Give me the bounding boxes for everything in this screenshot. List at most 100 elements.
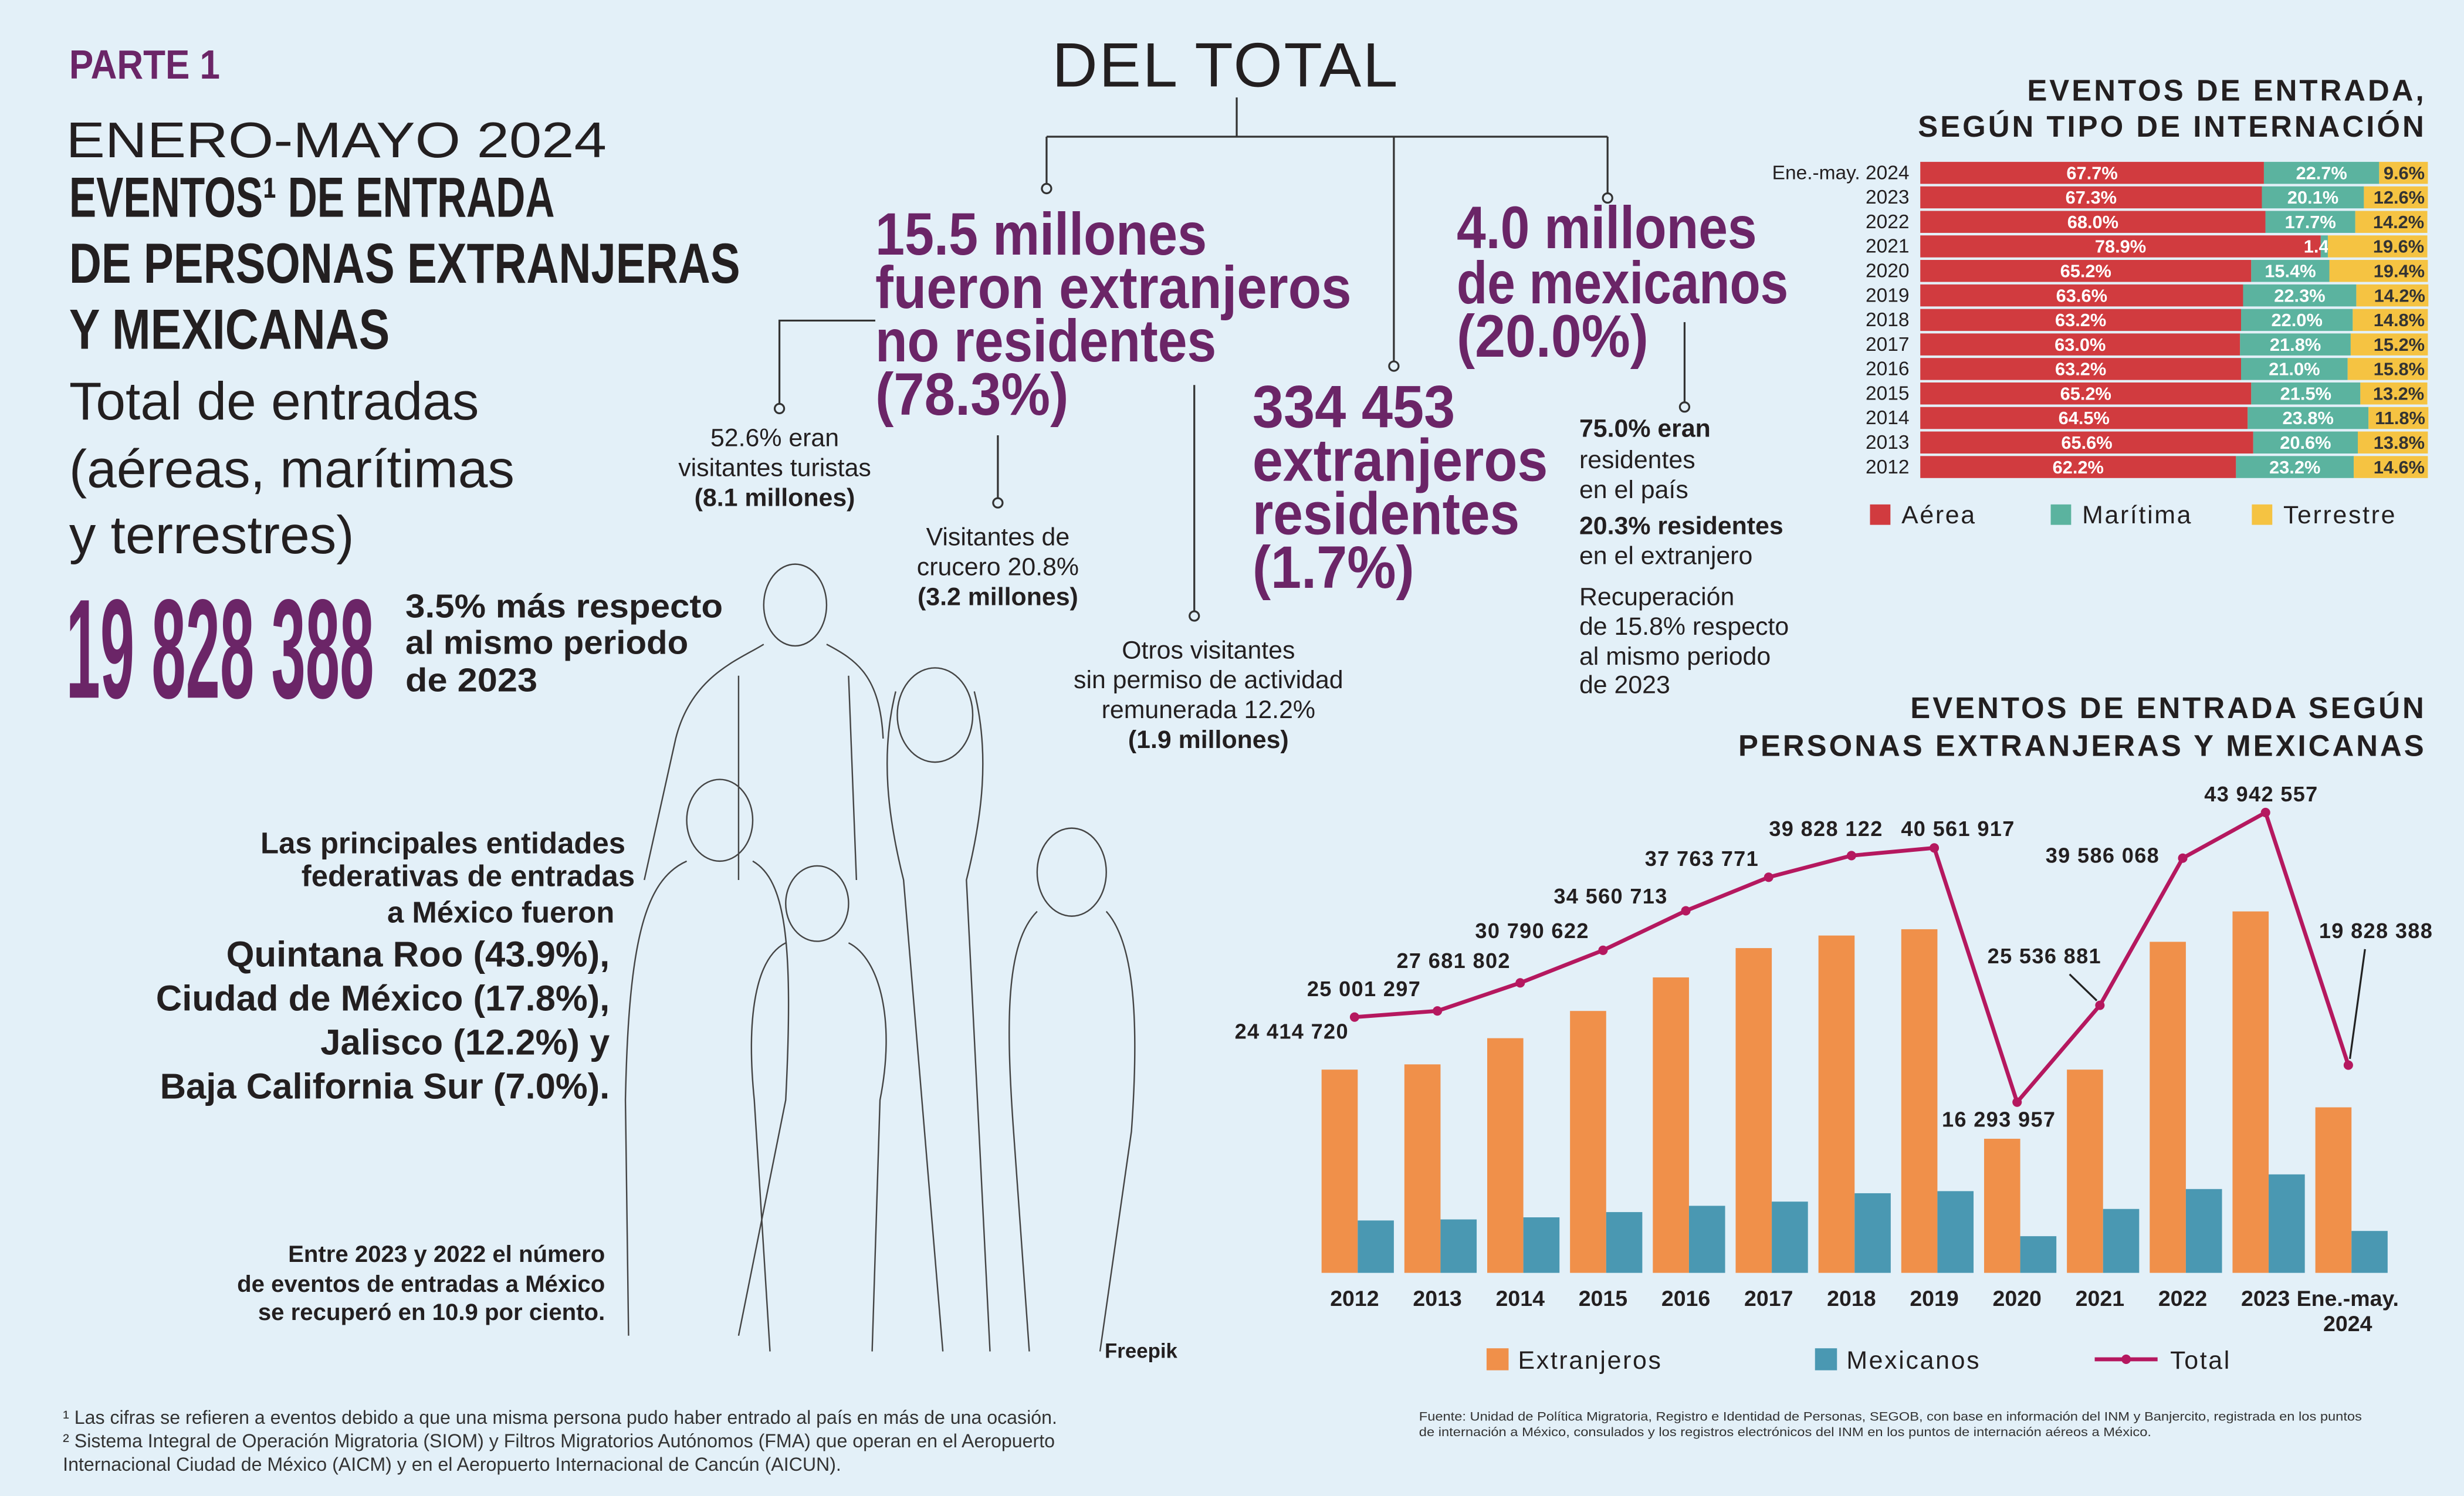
tourists-note: visitantes turistas (678, 454, 871, 482)
bar-segment (2248, 407, 2369, 429)
states-intro: a México fueron (387, 895, 614, 929)
data-label: 13.2% (2373, 383, 2424, 404)
change-note: 3.5% más respecto (405, 588, 723, 625)
bar (1854, 1193, 1891, 1273)
leader-line (2069, 973, 2098, 1001)
data-label: 63.2% (2055, 310, 2106, 330)
foreign-resident: extranjeros (1253, 427, 1548, 494)
data-label: 14.2% (2374, 285, 2425, 306)
data-label: 64.5% (2059, 408, 2110, 428)
source: Fuente: Unidad de Política Migratoria, R… (1419, 1409, 2362, 1423)
data-label: 14.8% (2374, 310, 2425, 330)
legend-label: Total (2170, 1346, 2231, 1375)
footnote: ² Sistema Integral de Operación Migrator… (63, 1430, 1055, 1451)
bar-segment (2357, 431, 2428, 454)
data-label: 12.6% (2374, 187, 2425, 208)
data-label: 63.0% (2055, 334, 2106, 355)
states-intro: federativas de entradas (302, 859, 635, 893)
bar-segment (1920, 161, 2264, 184)
y-tick-label: Ene.-may. 2024 (1772, 162, 1910, 184)
bar (1818, 935, 1855, 1273)
total-number: 19 828 388 (66, 570, 374, 728)
data-label: 22.3% (2274, 285, 2325, 306)
bar-segment (2241, 309, 2353, 331)
bar-segment (1920, 333, 2240, 356)
legend-swatch (2050, 504, 2072, 525)
y-tick-label: 2019 (1866, 285, 1909, 306)
foreign-resident: (1.7%) (1253, 534, 1414, 601)
breakdown-title: DEL TOTAL (1052, 29, 1399, 100)
bar (2232, 911, 2269, 1273)
chart-title: EVENTOS DE ENTRADA, (2027, 73, 2426, 107)
bar (2269, 1174, 2305, 1273)
y-tick-label: 2021 (1866, 236, 1909, 258)
recovery-note: de eventos de entradas a México (237, 1271, 605, 1297)
data-label: 19.4% (2374, 261, 2425, 282)
bar-segment (1920, 309, 2242, 331)
legend-label: Mexicanos (1846, 1346, 1981, 1375)
bar (1772, 1201, 1808, 1273)
bar-segment (1920, 407, 2248, 429)
data-label: 21.0% (2269, 359, 2320, 380)
foreign-nonresident: (78.3%) (875, 361, 1068, 428)
period: ENERO-MAYO 2024 (66, 112, 607, 168)
cruise-note: Visitantes de (926, 523, 1070, 551)
x-tick-label: 2017 (1744, 1286, 1793, 1311)
bar-segment (1920, 260, 2252, 282)
y-tick-label: 2016 (1866, 358, 1909, 380)
bar-segment (2360, 382, 2428, 405)
title: DE PERSONAS EXTRANJERAS (69, 232, 740, 295)
recovery-note: se recuperó en 10.9 por ciento. (258, 1299, 605, 1325)
bar (1321, 1069, 1358, 1273)
bar (2103, 1209, 2140, 1273)
x-tick-label: 2012 (1330, 1286, 1379, 1311)
line-point (1764, 872, 1773, 882)
y-tick-label: 2020 (1866, 260, 1909, 282)
data-label: 25 536 881 (1988, 944, 2101, 968)
legend-label: Marítima (2082, 501, 2192, 529)
data-label: 68.0% (2067, 212, 2118, 232)
x-tick-label: Ene.-may. 2024 (2296, 1285, 2399, 1336)
line-point (1515, 978, 1525, 988)
bar-segment (2368, 407, 2429, 429)
bar (2150, 942, 2186, 1273)
cruise-note: crucero 20.8% (917, 553, 1079, 581)
data-label: 63.2% (2055, 359, 2106, 380)
bar-segment (2354, 456, 2428, 478)
others-note: sin permiso de actividad (1074, 666, 1343, 694)
data-label: 63.6% (2056, 285, 2107, 306)
data-label: 15.8% (2374, 359, 2425, 380)
subtitle: (aéreas, marítimas (69, 439, 515, 499)
bar-segment (1920, 186, 2262, 209)
data-label: 37 763 771 (1645, 847, 1759, 871)
data-label: 65.2% (2060, 383, 2111, 404)
bar-segment (2262, 186, 2364, 209)
legend-label: Aérea (1901, 501, 1976, 529)
mexicans: de mexicanos (1457, 249, 1788, 316)
bar-segment (1920, 358, 2242, 380)
change-note: al mismo periodo (405, 624, 688, 661)
line-point (1349, 1012, 1359, 1022)
bar (1487, 1038, 1524, 1273)
bar-segment (2236, 456, 2354, 478)
mexican-note: 20.3% residentes (1579, 512, 1783, 540)
foreign-resident: 334 453 (1253, 374, 1456, 441)
data-label: 15.2% (2374, 334, 2425, 355)
states-list: Jalisco (12.2%) y (320, 1022, 610, 1062)
tourists-note: (8.1 millones) (695, 484, 855, 512)
part-label: PARTE 1 (69, 42, 220, 87)
subtitle: Total de entradas (69, 372, 479, 431)
bar-segment (2327, 235, 2428, 258)
y-tick-label: 2022 (1866, 211, 1909, 233)
bar-segment (2379, 161, 2428, 184)
line-point (1433, 1006, 1443, 1016)
bar-segment (2241, 358, 2348, 380)
others-note: Otros visitantes (1122, 636, 1295, 664)
bar-segment (2353, 309, 2428, 331)
data-label: 65.2% (2060, 261, 2111, 282)
states-intro: Las principales entidades (260, 826, 625, 859)
bar (2020, 1236, 2057, 1273)
mexicans: (20.0%) (1457, 303, 1649, 370)
bar (2315, 1107, 2352, 1273)
x-tick-label-wrap: Ene.-may. 2024 (2296, 1285, 2399, 1336)
